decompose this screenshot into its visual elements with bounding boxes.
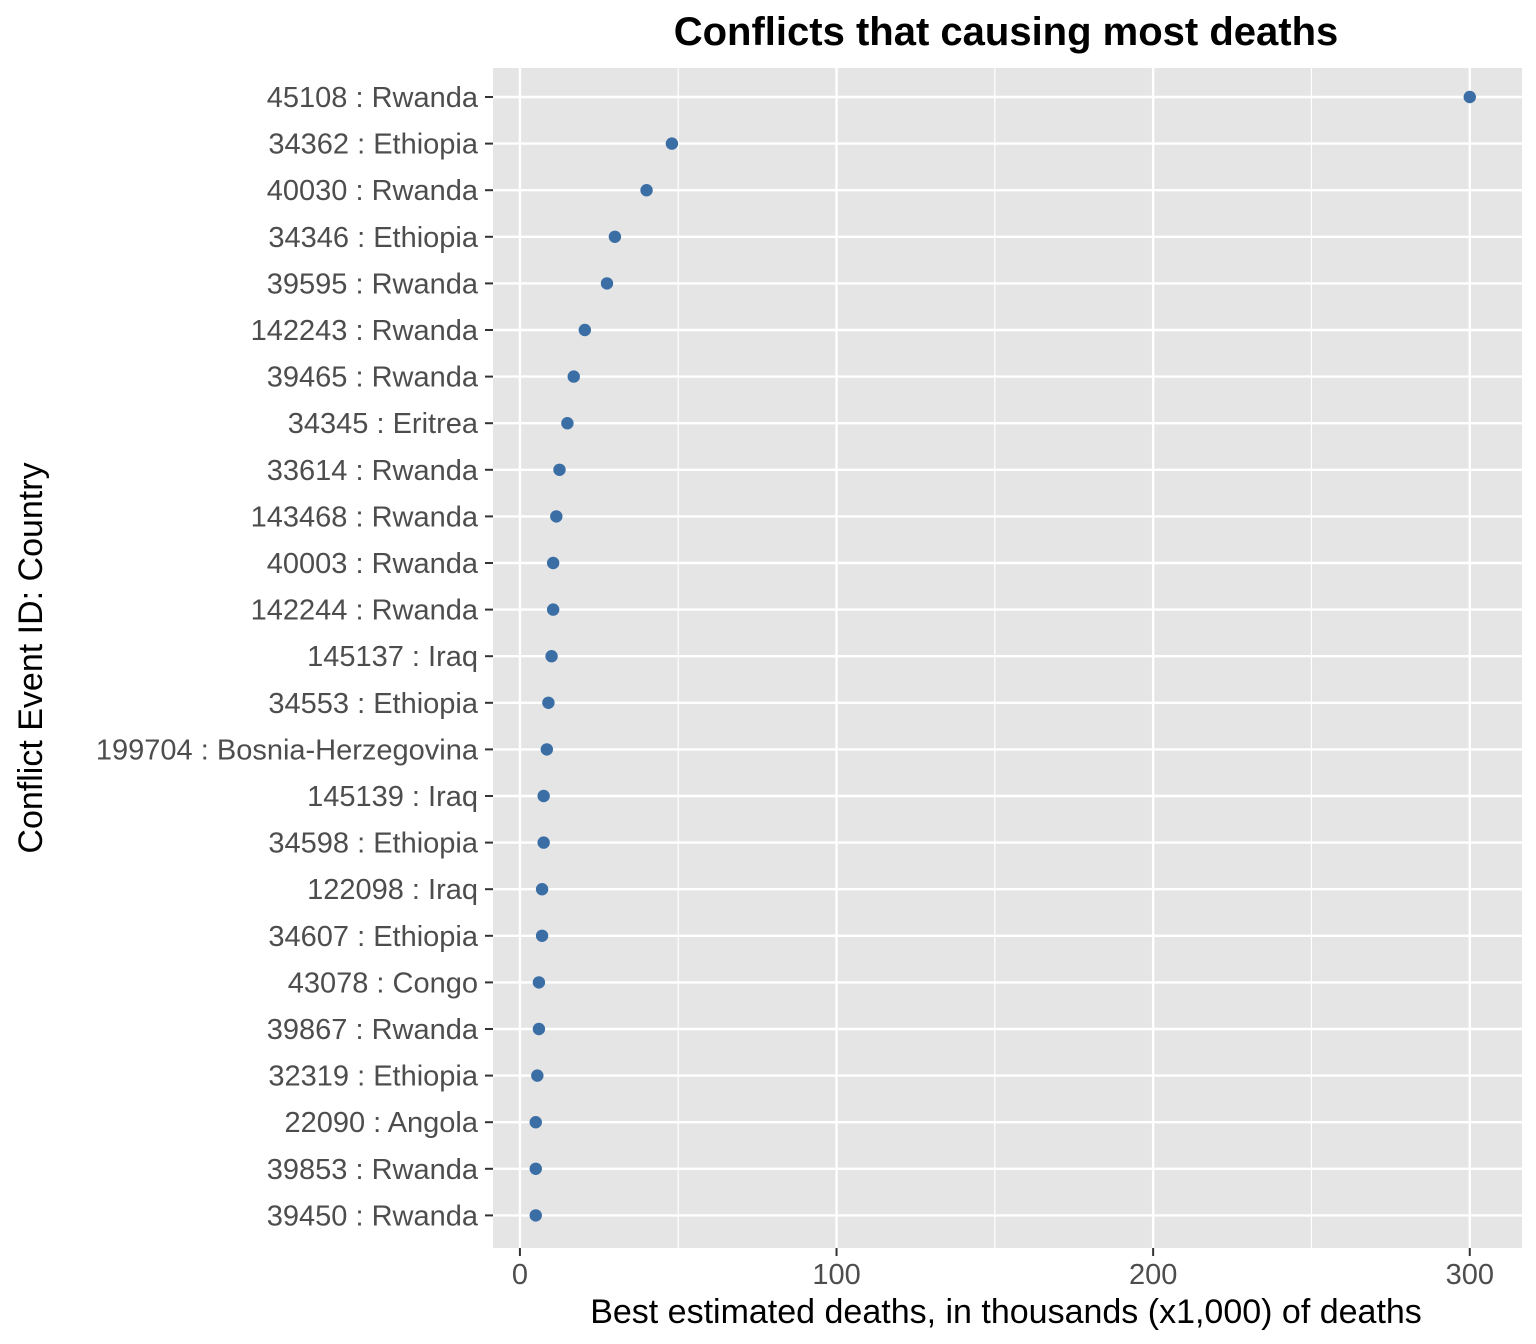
data-point	[532, 1022, 546, 1036]
data-point	[542, 696, 555, 709]
data-point	[546, 556, 560, 570]
data-point	[537, 789, 550, 803]
data-point	[578, 323, 592, 337]
y-tick-label: 142243 : Rwanda	[251, 315, 479, 347]
data-point	[529, 1162, 542, 1176]
grid-lines	[493, 68, 1522, 1248]
y-tick-label: 32319 : Ethiopia	[268, 1061, 478, 1093]
y-tick-label: 122098 : Iraq	[307, 874, 478, 906]
x-tick-label: 100	[812, 1259, 860, 1291]
data-points	[529, 90, 1476, 1222]
x-tick-label: 200	[1129, 1259, 1177, 1291]
y-axis-title: Conflict Event ID: Country	[12, 462, 50, 853]
y-tick-label: 40003 : Rwanda	[267, 548, 479, 580]
y-tick-label: 34362 : Ethiopia	[268, 129, 478, 161]
data-point	[546, 603, 560, 616]
y-tick-label: 34607 : Ethiopia	[268, 921, 478, 953]
data-point	[545, 650, 558, 663]
y-tick-label: 39867 : Rwanda	[267, 1014, 479, 1046]
data-point	[537, 836, 550, 849]
data-point	[567, 370, 580, 383]
y-tick-label: 199704 : Bosnia-Herzegovina	[96, 734, 479, 766]
y-tick-label: 40030 : Rwanda	[267, 175, 479, 207]
y-tick-label: 39465 : Rwanda	[267, 362, 479, 394]
x-tick-label: 300	[1446, 1259, 1494, 1291]
y-tick-label: 39450 : Rwanda	[267, 1200, 479, 1232]
data-point	[535, 929, 549, 942]
data-point	[535, 883, 549, 896]
y-tick-label: 39853 : Rwanda	[267, 1154, 479, 1186]
y-tick-label: 39595 : Rwanda	[267, 268, 479, 300]
data-point	[540, 743, 554, 756]
y-tick-label: 33614 : Rwanda	[267, 455, 479, 487]
y-tick-label: 34598 : Ethiopia	[268, 828, 478, 860]
data-point	[531, 1069, 544, 1082]
y-tick-label: 43078 : Congo	[288, 967, 478, 999]
data-point	[1463, 90, 1476, 104]
data-point	[600, 277, 614, 290]
y-tick-label: 145139 : Iraq	[307, 781, 478, 813]
data-point	[608, 230, 622, 243]
data-point	[529, 1116, 542, 1129]
x-tick-label: 0	[512, 1259, 528, 1291]
data-point	[529, 1209, 542, 1222]
y-tick-label: 45108 : Rwanda	[267, 82, 479, 114]
data-point	[532, 976, 546, 989]
x-axis-title: Best estimated deaths, in thousands (x1,…	[590, 1293, 1422, 1331]
data-point	[550, 510, 563, 523]
plot-panel	[493, 68, 1522, 1248]
y-tick-label: 22090 : Angola	[284, 1107, 478, 1139]
data-point	[561, 417, 574, 430]
chart-title: Conflicts that causing most deaths	[674, 10, 1339, 54]
data-point	[553, 463, 566, 476]
x-axis-ticks: 0 100 200 300	[512, 1248, 1494, 1291]
y-tick-label: 145137 : Iraq	[307, 641, 478, 673]
data-point	[640, 184, 653, 197]
y-tick-label: 34345 : Eritrea	[288, 408, 479, 440]
y-tick-label: 34553 : Ethiopia	[268, 688, 478, 720]
y-tick-label: 142244 : Rwanda	[251, 595, 479, 627]
y-tick-label: 34346 : Ethiopia	[268, 222, 478, 254]
y-axis-ticks: 45108 : Rwanda 34362 : Ethiopia 40030 : Rw…	[96, 82, 493, 1232]
y-tick-label: 143468 : Rwanda	[251, 501, 479, 533]
data-point	[665, 137, 679, 150]
